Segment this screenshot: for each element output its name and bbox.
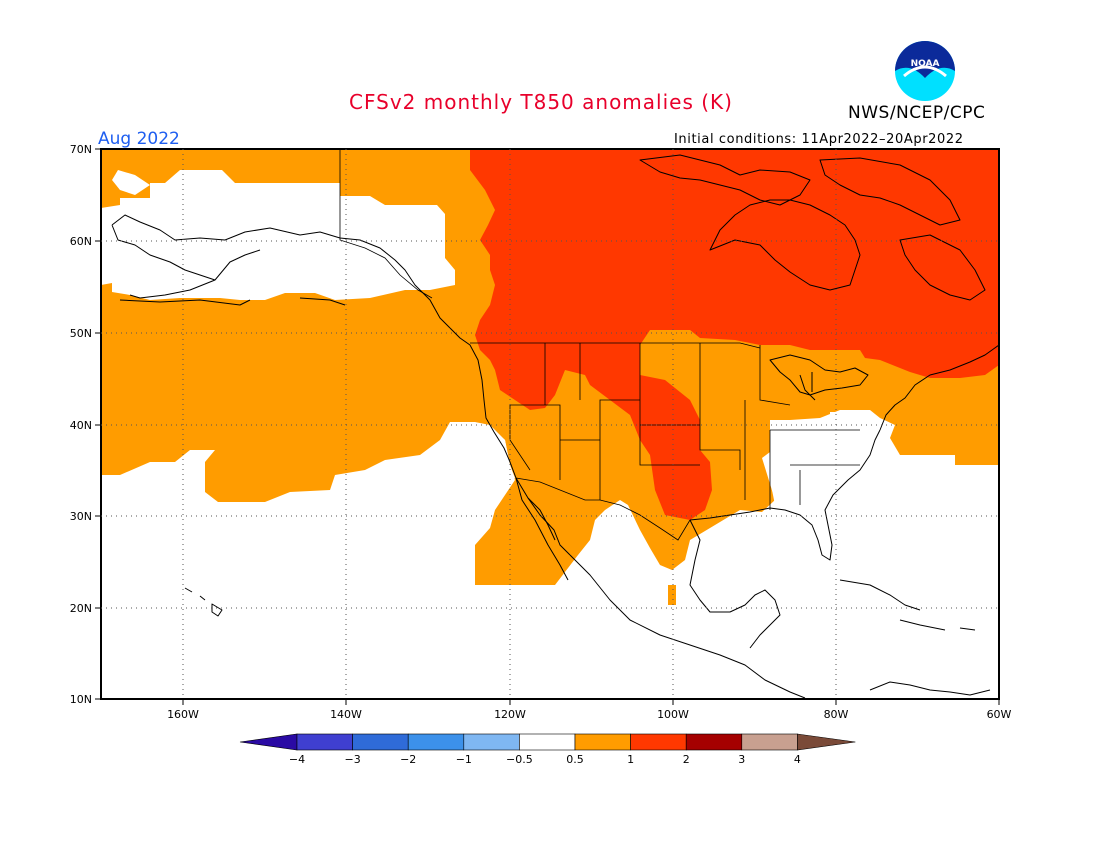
colorbar-tick-label: −2 [400,753,416,766]
lon-label: 160W [167,708,199,721]
colorbar-swatch [407,733,465,751]
lon-label: 140W [330,708,362,721]
colorbar-tick-label: 3 [738,753,745,766]
axis-ticks [95,148,1000,705]
colorbar-tick-label: 0.5 [566,753,584,766]
colorbar-swatch [630,733,687,751]
colorbar-tick-label: −1 [456,753,472,766]
lat-label: 70N [70,143,92,156]
colorbar-swatch [741,733,798,751]
noaa-logo-text: NOAA [911,59,940,69]
colorbar-swatch [352,733,409,751]
lat-label: 50N [70,327,92,340]
colorbar-swatch [685,733,743,751]
latitude-labels: 70N 60N 50N 40N 30N 20N 10N [70,143,92,706]
colorbar-swatch [519,733,576,751]
colorbar-swatch [296,733,353,751]
coastlines [111,154,999,699]
valid-month: Aug 2022 [98,129,180,149]
political-borders [339,150,860,541]
colorbar-tick-label: −4 [289,753,305,766]
graticule [101,149,999,699]
colorbar-arrow-high [797,733,856,751]
lon-label: 80W [824,708,849,721]
colorbar-tick-label: 4 [794,753,801,766]
lon-label: 120W [494,708,526,721]
lon-label: 60W [987,708,1012,721]
lat-label: 60N [70,235,92,248]
lat-label: 40N [70,419,92,432]
noaa-logo: NOAA [895,41,955,101]
colorbar-swatch [463,733,520,751]
lat-label: 20N [70,602,92,615]
map-title: CFSv2 monthly T850 anomalies (K) [349,90,733,114]
initial-conditions: Initial conditions: 11Apr2022–20Apr2022 [674,132,964,147]
anomaly-region-1-to-2 [470,149,999,520]
agency-label: NWS/NCEP/CPC [848,103,986,123]
map-frame [100,148,1000,700]
colorbar-swatch [574,733,631,751]
colorbar-tick-label: −0.5 [506,753,533,766]
lat-label: 30N [70,510,92,523]
colorbar: −4 −3 −2 −1 −0.5 0.5 1 2 3 4 [239,733,856,766]
colorbar-tick-label: 1 [627,753,634,766]
colorbar-arrow-low [239,733,298,751]
colorbar-tick-label: 2 [683,753,690,766]
colorbar-tick-label: −3 [344,753,360,766]
lon-label: 100W [657,708,689,721]
lat-label: 10N [70,693,92,706]
longitude-labels: 160W 140W 120W 100W 80W 60W [167,708,1011,721]
